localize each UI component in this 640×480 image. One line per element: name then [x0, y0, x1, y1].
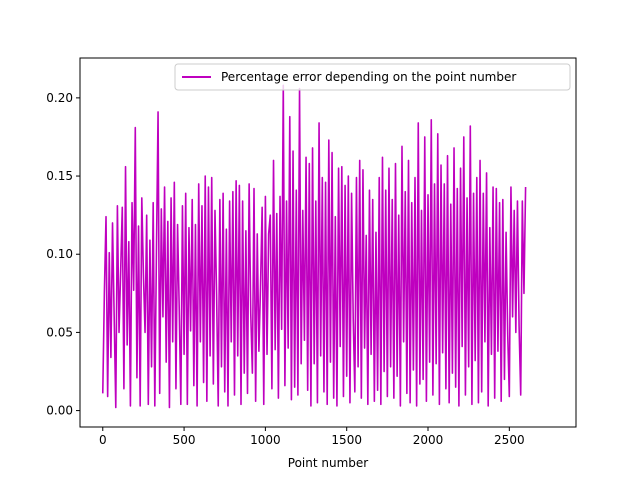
x-tick-label: 0 [99, 433, 107, 447]
y-axis: 0.00 0.05 0.10 0.15 0.20 [46, 91, 80, 418]
y-tick-label: 0.10 [46, 247, 73, 261]
x-tick-label: 1500 [331, 433, 362, 447]
x-tick-label: 2500 [494, 433, 525, 447]
series-line-0 [101, 84, 527, 409]
y-tick-label: 0.05 [46, 325, 73, 339]
x-tick-label: 500 [173, 433, 196, 447]
legend: Percentage error depending on the point … [174, 63, 571, 91]
data-series-group [101, 84, 527, 409]
y-tick-label: 0.00 [46, 404, 73, 418]
y-tick-label: 0.20 [46, 91, 73, 105]
x-axis: 0 500 1000 1500 2000 2500 [99, 427, 525, 447]
legend-entry: Percentage error depending on the point … [221, 70, 516, 84]
x-axis-label: Point number [288, 456, 369, 470]
x-tick-label: 1000 [250, 433, 281, 447]
y-tick-label: 0.15 [46, 169, 73, 183]
plot-frame [79, 57, 577, 428]
legend-frame [174, 63, 571, 91]
x-tick-label: 2000 [413, 433, 444, 447]
